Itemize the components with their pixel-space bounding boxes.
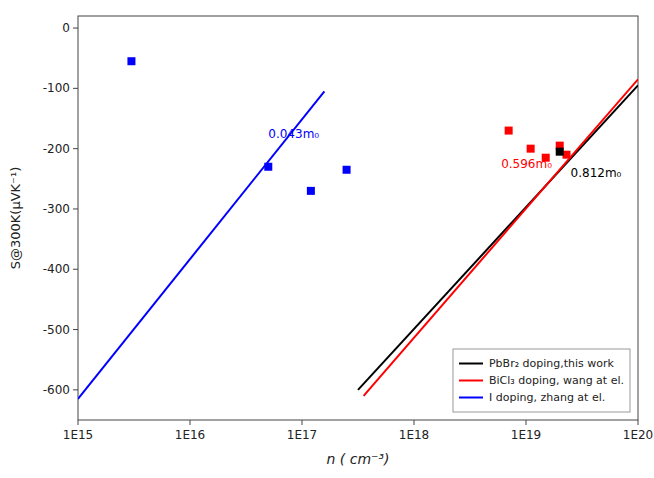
scatter-point: [127, 57, 135, 65]
series-line: [364, 79, 638, 396]
x-tick: [302, 420, 303, 425]
y-tick: [73, 208, 78, 209]
x-tick: [190, 420, 191, 425]
legend-swatch: [459, 397, 483, 399]
x-tick-label: 1E18: [399, 428, 430, 442]
x-tick-label: 1E17: [287, 428, 318, 442]
y-tick: [73, 88, 78, 89]
scatter-point: [264, 163, 272, 171]
legend-swatch: [459, 380, 483, 382]
legend-swatch: [459, 363, 483, 365]
x-tick: [78, 420, 79, 425]
y-tick: [73, 269, 78, 270]
y-tick: [73, 389, 78, 390]
background: [0, 0, 654, 478]
plot-data: [78, 57, 638, 399]
y-tick-label: -300: [43, 202, 70, 216]
y-tick-label: -400: [43, 262, 70, 276]
scatter-point: [343, 166, 351, 174]
x-axis: 1E15 1E16 1E17 1E18 1E19 1E20: [63, 420, 654, 442]
annotation: 0.812m₀: [571, 166, 622, 180]
chart: 1E15 1E16 1E17 1E18 1E19 1E20 0 -100 -200 -300 -40…: [0, 0, 654, 478]
y-tick: [73, 28, 78, 29]
scatter-point: [307, 187, 315, 195]
legend-label: I doping, zhang at el.: [489, 391, 605, 404]
legend: PbBr₂ doping,this work BiCl₃ doping, wang…: [453, 349, 630, 412]
y-tick-label: 0: [62, 21, 70, 35]
plot-frame: [78, 16, 638, 420]
x-tick: [414, 420, 415, 425]
x-tick-label: 1E16: [175, 428, 206, 442]
y-tick: [73, 148, 78, 149]
x-tick-label: 1E19: [511, 428, 542, 442]
x-tick-label: 1E15: [63, 428, 94, 442]
scatter-point: [527, 145, 535, 153]
x-tick: [526, 420, 527, 425]
legend-label: PbBr₂ doping,this work: [489, 357, 615, 370]
x-axis-label: n ( cm⁻³): [326, 451, 389, 467]
scatter-point: [505, 127, 513, 135]
y-tick: [73, 329, 78, 330]
annotation: 0.596m₀: [501, 157, 552, 171]
scatter-point: [556, 148, 564, 156]
legend-box: [453, 349, 630, 412]
legend-label: BiCl₃ doping, wang at el.: [489, 374, 624, 387]
series-line: [78, 91, 324, 399]
x-tick: [638, 420, 639, 425]
series-line: [358, 85, 638, 390]
y-tick-label: -500: [43, 323, 70, 337]
y-tick-label: -200: [43, 142, 70, 156]
y-tick-label: -100: [43, 81, 70, 95]
y-axis: 0 -100 -200 -300 -400 -500 -600: [43, 21, 78, 397]
x-tick-label: 1E20: [623, 428, 654, 442]
y-tick-label: -600: [43, 383, 70, 397]
y-axis-label: S@300K(μVK⁻¹): [8, 167, 23, 270]
annotation: 0.043m₀: [268, 127, 319, 141]
